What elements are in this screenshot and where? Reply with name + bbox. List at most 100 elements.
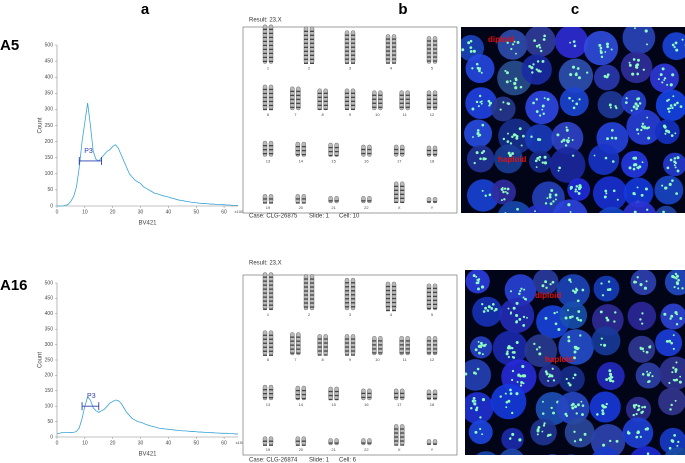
- signal: [543, 97, 546, 100]
- signal: [565, 126, 568, 129]
- signal: [536, 225, 539, 228]
- band: [400, 185, 405, 187]
- band: [263, 397, 267, 399]
- signal: [576, 67, 580, 70]
- signal: [636, 58, 640, 62]
- signal: [640, 193, 644, 197]
- karyotype-slide: Slide: 1: [309, 214, 330, 220]
- signal: [571, 221, 574, 224]
- nucleus: [493, 144, 523, 174]
- band: [427, 44, 431, 46]
- x-tick-label: 60: [221, 209, 227, 215]
- signal: [610, 227, 612, 229]
- band: [310, 306, 314, 308]
- karyotype-frame: [242, 274, 458, 456]
- chromosome: [262, 384, 268, 401]
- signal: [670, 341, 674, 345]
- signal: [637, 97, 641, 100]
- band: [405, 348, 410, 350]
- signal: [508, 153, 512, 158]
- band: [304, 58, 308, 60]
- band: [400, 193, 405, 195]
- band: [269, 145, 273, 147]
- signal: [528, 65, 532, 68]
- signal: [550, 188, 554, 193]
- signal: [509, 142, 513, 145]
- chromosome-number: 9: [349, 357, 352, 362]
- band: [323, 338, 328, 340]
- signal: [604, 460, 607, 463]
- band: [263, 92, 267, 95]
- signal: [560, 140, 563, 143]
- signal: [522, 134, 525, 138]
- cell-label: diploid: [535, 291, 561, 300]
- signal: [504, 69, 507, 72]
- chromosome: [328, 386, 333, 401]
- band: [290, 336, 295, 338]
- x-tick-label: 10: [82, 440, 88, 446]
- band: [269, 56, 273, 59]
- band: [290, 98, 295, 101]
- signal: [671, 274, 675, 279]
- signal: [644, 216, 646, 218]
- signal: [538, 352, 542, 356]
- signal: [600, 454, 602, 455]
- signal: [568, 278, 572, 282]
- signal: [532, 63, 535, 66]
- chromosome-pair: [426, 90, 438, 111]
- band: [427, 352, 431, 354]
- signal: [538, 46, 542, 49]
- signal: [535, 348, 539, 351]
- signal: [475, 281, 479, 285]
- signal: [477, 280, 480, 283]
- signal: [514, 86, 518, 90]
- band: [400, 444, 405, 446]
- signal: [641, 406, 644, 409]
- band: [263, 28, 267, 31]
- signal: [673, 379, 677, 382]
- band: [263, 389, 267, 391]
- signal: [477, 344, 481, 348]
- signal: [510, 47, 513, 51]
- chromosome: [394, 388, 399, 401]
- signal: [484, 157, 487, 161]
- signal: [633, 210, 637, 213]
- band: [295, 198, 300, 200]
- x-tick-label: 0: [56, 209, 59, 215]
- signal: [677, 440, 680, 444]
- nucleus: [476, 451, 496, 455]
- signal: [550, 406, 553, 410]
- signal: [505, 352, 509, 356]
- signal: [479, 229, 481, 231]
- band: [351, 100, 355, 102]
- band: [378, 352, 383, 354]
- signal: [542, 221, 545, 224]
- signal: [669, 158, 673, 162]
- band: [399, 106, 404, 108]
- band: [290, 106, 295, 109]
- y-tick-label: 150: [45, 388, 54, 394]
- signal: [479, 427, 482, 431]
- signal: [612, 225, 614, 227]
- signal: [480, 341, 483, 345]
- signal: [502, 101, 505, 104]
- band: [399, 352, 404, 354]
- band: [386, 54, 390, 56]
- signal: [486, 309, 489, 312]
- chromosome: [309, 274, 315, 311]
- band: [433, 352, 437, 354]
- signal: [523, 288, 526, 291]
- chromosome: [317, 334, 322, 356]
- signal: [545, 286, 548, 289]
- signal: [605, 378, 609, 381]
- chromosome: [334, 438, 339, 446]
- signal: [548, 193, 552, 196]
- signal: [477, 105, 480, 108]
- signal: [681, 38, 684, 41]
- band: [296, 352, 301, 354]
- signal: [501, 186, 504, 189]
- signal: [549, 202, 553, 206]
- signal: [642, 350, 645, 353]
- signal: [630, 109, 633, 112]
- band: [269, 280, 273, 282]
